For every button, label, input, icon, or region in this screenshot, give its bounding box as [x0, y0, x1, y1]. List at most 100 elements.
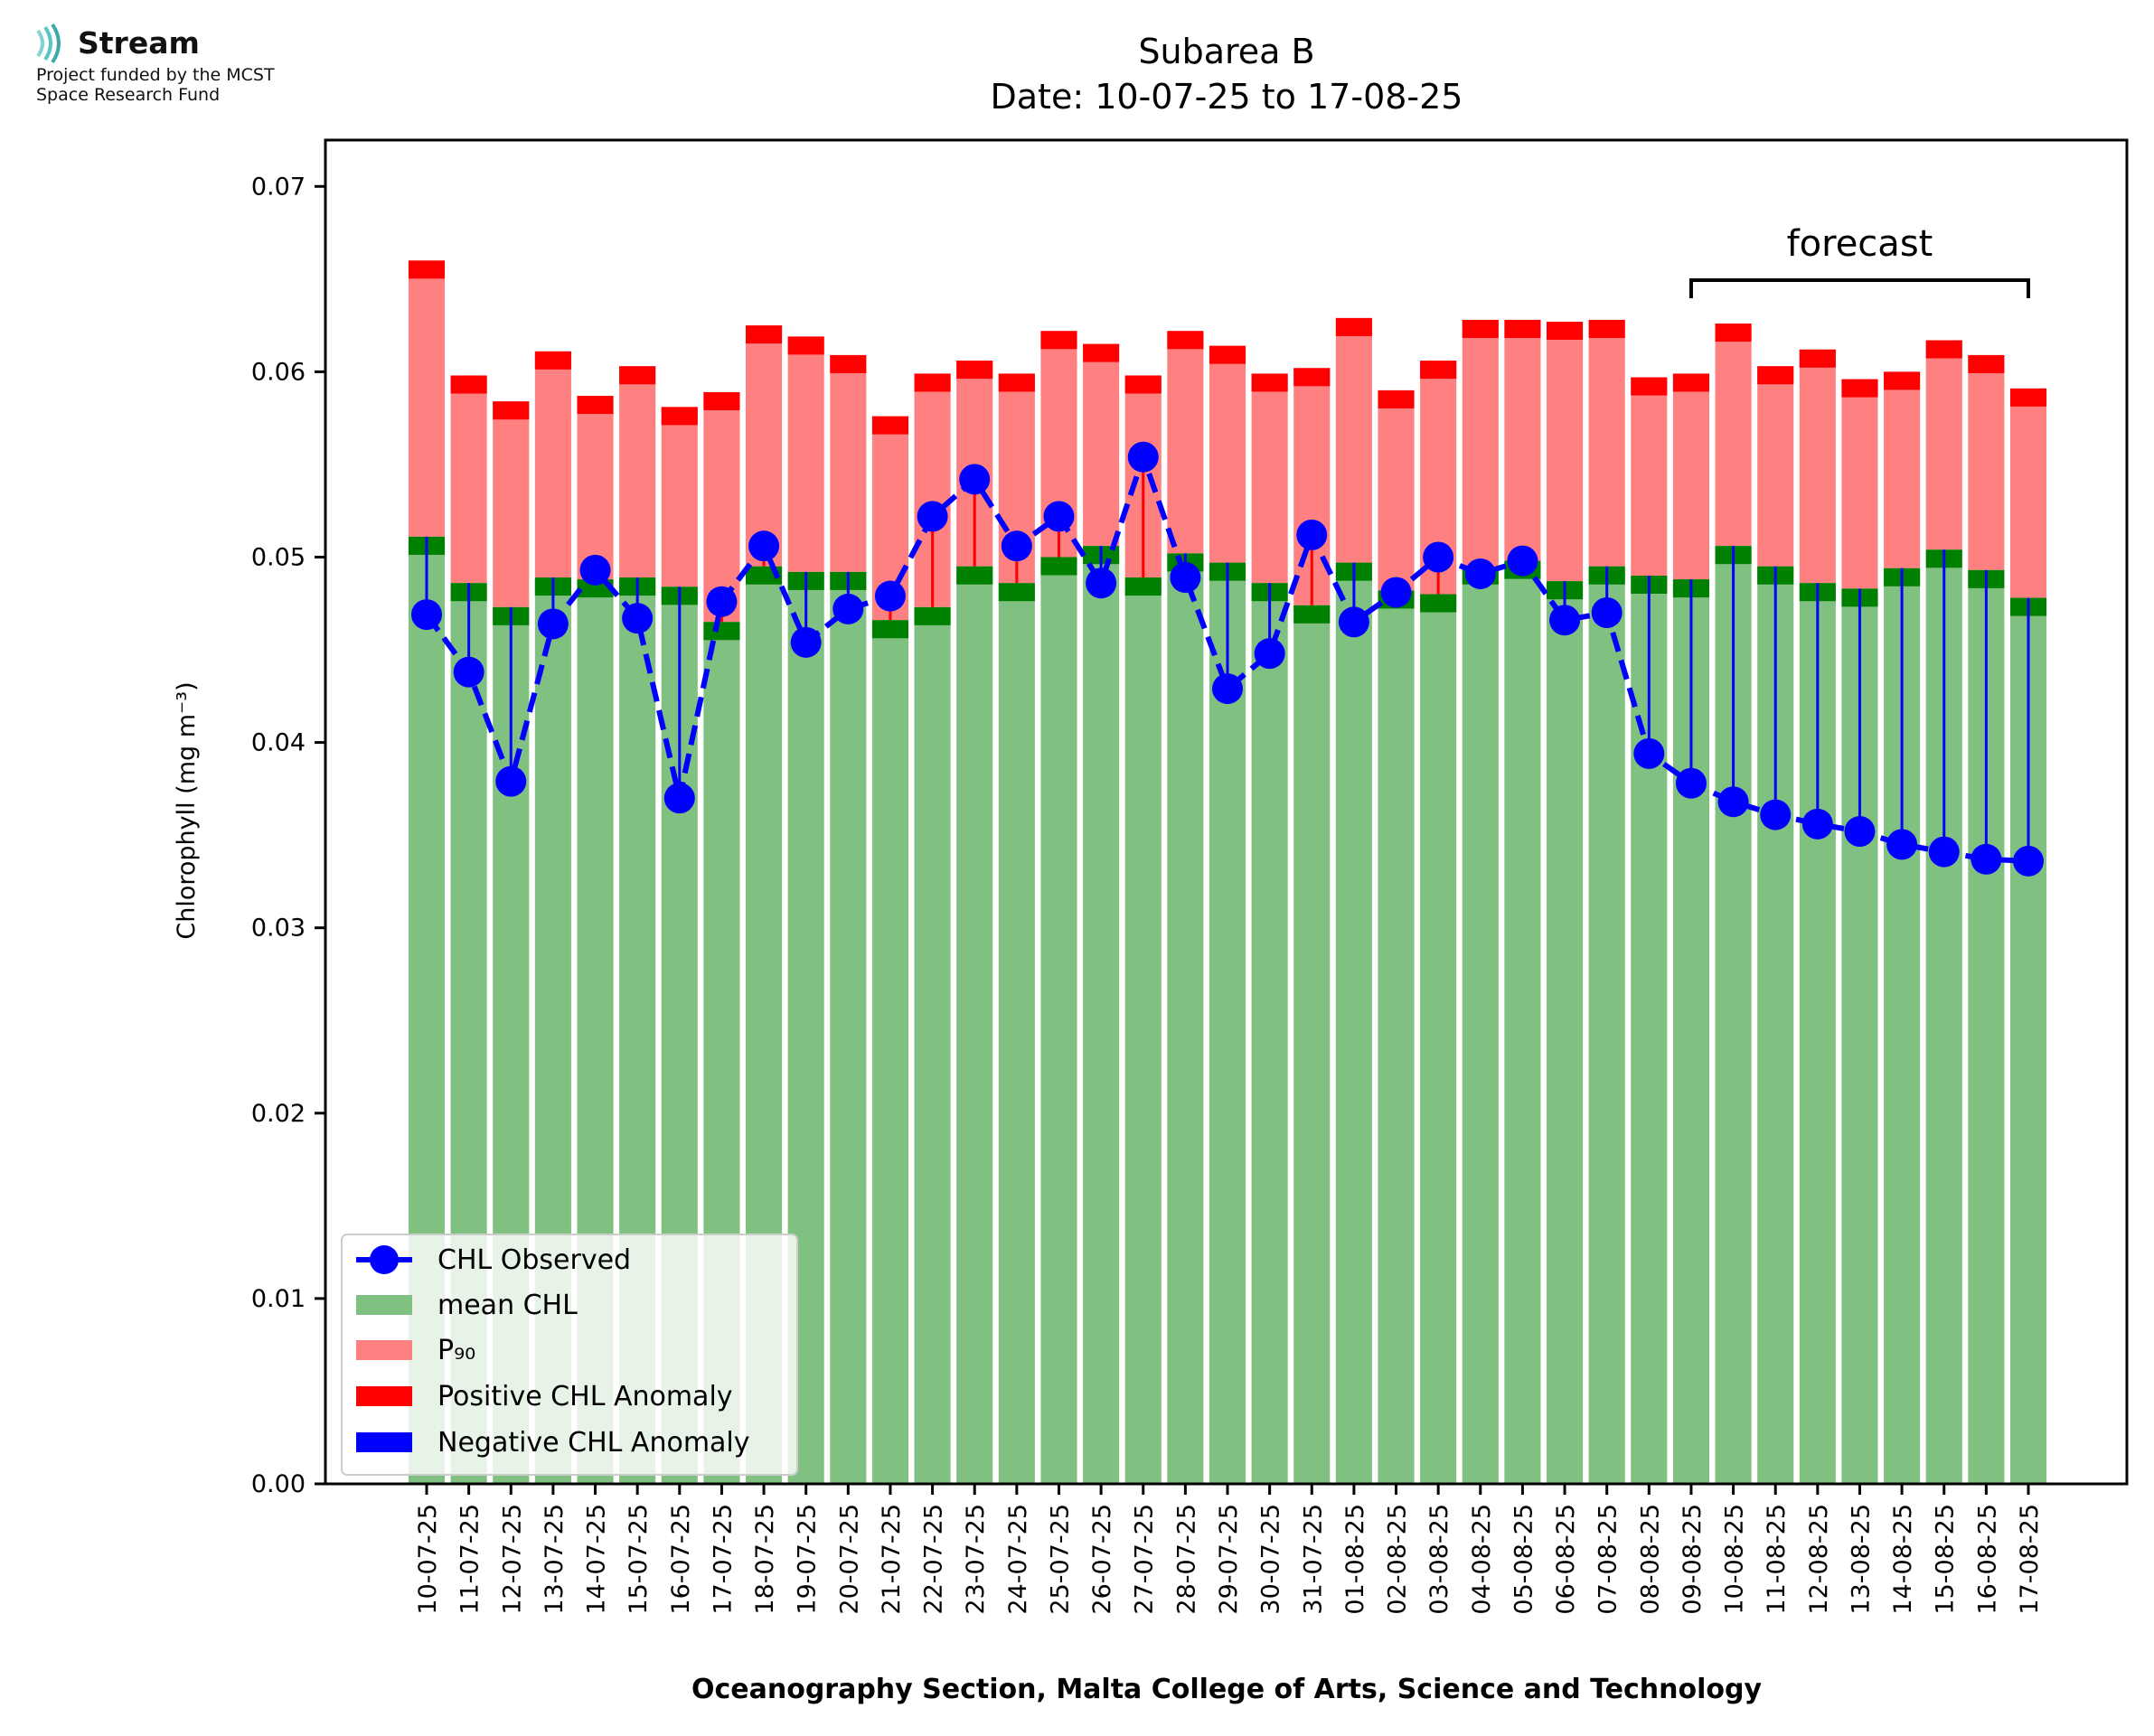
- p90-cap: [1167, 331, 1204, 350]
- y-tick-label: 0.04: [251, 729, 306, 757]
- p90-bar: [1588, 319, 1625, 567]
- x-tick-label: 10-08-25: [1721, 1504, 1749, 1615]
- mean-bar: [1420, 594, 1457, 1484]
- p90-cap: [1715, 324, 1752, 343]
- observed-point: [1127, 441, 1159, 473]
- p90-bar: [1631, 377, 1668, 576]
- y-tick-label: 0.03: [251, 915, 306, 943]
- observed-point: [495, 765, 527, 797]
- p90-cap: [830, 354, 867, 373]
- mean-bar: [1588, 566, 1625, 1484]
- p90-cap: [450, 375, 487, 394]
- mean-cap: [998, 583, 1035, 602]
- x-tick-label: 05-08-25: [1510, 1504, 1538, 1615]
- p90-bar: [1547, 322, 1584, 582]
- legend-box: [341, 1234, 798, 1476]
- forecast-bracket-line: [1688, 278, 2030, 298]
- p90-cap: [1968, 354, 2005, 373]
- p90-cap: [1124, 375, 1162, 394]
- mean-bar: [1083, 546, 1120, 1485]
- x-tick-label: 13-07-25: [541, 1504, 569, 1615]
- observed-point: [706, 586, 738, 617]
- observed-point: [917, 501, 948, 532]
- p90-cap: [1335, 317, 1372, 336]
- observed-point: [411, 599, 442, 631]
- p90-bar: [619, 366, 656, 578]
- observed-layer: [411, 441, 2044, 877]
- mean-bar: [1040, 557, 1077, 1484]
- mean-bar: [914, 606, 951, 1484]
- legend-label: CHL Observed: [437, 1244, 631, 1276]
- legend-label: P₉₀: [437, 1335, 475, 1366]
- observed-point: [1254, 638, 1285, 670]
- mean-bar: [1504, 560, 1541, 1484]
- mean-bar: [1378, 590, 1415, 1484]
- observed-point: [1212, 673, 1243, 705]
- legend-label: mean CHL: [437, 1290, 578, 1321]
- p90-cap: [1040, 331, 1077, 350]
- mean-bar: [871, 620, 908, 1484]
- x-tick-label: 31-07-25: [1299, 1504, 1327, 1615]
- logo-funding-line-2: Space Research Fund: [36, 85, 221, 105]
- mean-bar: [1335, 562, 1372, 1484]
- x-tick-label: 03-08-25: [1425, 1504, 1453, 1615]
- x-tick-label: 19-07-25: [794, 1504, 822, 1615]
- chart-subtitle: Date: 10-07-25 to 17-08-25: [991, 77, 1463, 117]
- p90-cap: [661, 407, 698, 426]
- bar-layer: [408, 260, 2047, 1485]
- x-tick-label: 08-08-25: [1636, 1504, 1664, 1615]
- mean-bar: [998, 583, 1035, 1484]
- x-tick-label: 22-07-25: [920, 1504, 948, 1615]
- mean-cap: [914, 606, 951, 625]
- p90-bar: [1167, 331, 1204, 554]
- p90-cap: [1925, 340, 1962, 359]
- y-tick-label: 0.06: [251, 358, 306, 386]
- p90-bar: [830, 354, 867, 572]
- p90-cap: [998, 373, 1035, 392]
- observed-point: [1296, 519, 1328, 550]
- mean-cap: [1040, 557, 1077, 576]
- observed-point: [579, 554, 611, 586]
- p90-cap: [2009, 388, 2047, 407]
- mean-bar: [1293, 605, 1331, 1484]
- observed-point: [1380, 577, 1412, 608]
- y-tick-label: 0.00: [251, 1470, 306, 1498]
- x-tick-label: 11-08-25: [1763, 1504, 1791, 1615]
- x-tick-label: 18-07-25: [751, 1504, 779, 1615]
- p90-cap: [1884, 371, 1921, 390]
- legend-swatch: [356, 1340, 412, 1360]
- observed-point: [1633, 737, 1665, 769]
- legend-swatch: [356, 1295, 412, 1315]
- observed-point: [1338, 606, 1369, 638]
- p90-cap: [408, 260, 446, 279]
- x-tick-label: 12-07-25: [498, 1504, 526, 1615]
- p90-cap: [1462, 319, 1499, 338]
- x-tick-label: 26-07-25: [1088, 1504, 1116, 1615]
- p90-bar: [1757, 366, 1794, 567]
- observed-point: [874, 580, 906, 612]
- x-tick-label: 04-08-25: [1468, 1504, 1496, 1615]
- p90-cap: [1209, 345, 1246, 364]
- p90-cap: [1504, 319, 1541, 338]
- p90-bar: [746, 325, 783, 567]
- x-tick-label: 20-07-25: [835, 1504, 863, 1615]
- mean-bar: [830, 571, 867, 1484]
- observed-point: [1928, 836, 1960, 868]
- p90-bar: [1884, 371, 1921, 568]
- x-tick-label: 17-07-25: [709, 1504, 737, 1615]
- mean-cap: [703, 622, 740, 641]
- p90-bar: [1715, 324, 1752, 547]
- legend: CHL Observed mean CHL P₉₀ Positive CHL Anom…: [341, 1234, 798, 1476]
- p90-bar: [1799, 349, 1836, 584]
- p90-bar: [1335, 317, 1372, 563]
- p90-bar: [1925, 340, 1962, 550]
- chart-title: Subarea B: [1138, 32, 1314, 71]
- legend-swatch-marker: [370, 1245, 399, 1274]
- x-tick-label: 13-08-25: [1847, 1504, 1875, 1615]
- p90-cap: [914, 373, 951, 392]
- p90-cap: [493, 401, 530, 420]
- observed-point: [748, 530, 780, 562]
- x-tick-label: 01-08-25: [1341, 1504, 1369, 1615]
- stream-logo: Stream Project funded by the MCST Space …: [33, 23, 340, 114]
- p90-cap: [787, 336, 824, 355]
